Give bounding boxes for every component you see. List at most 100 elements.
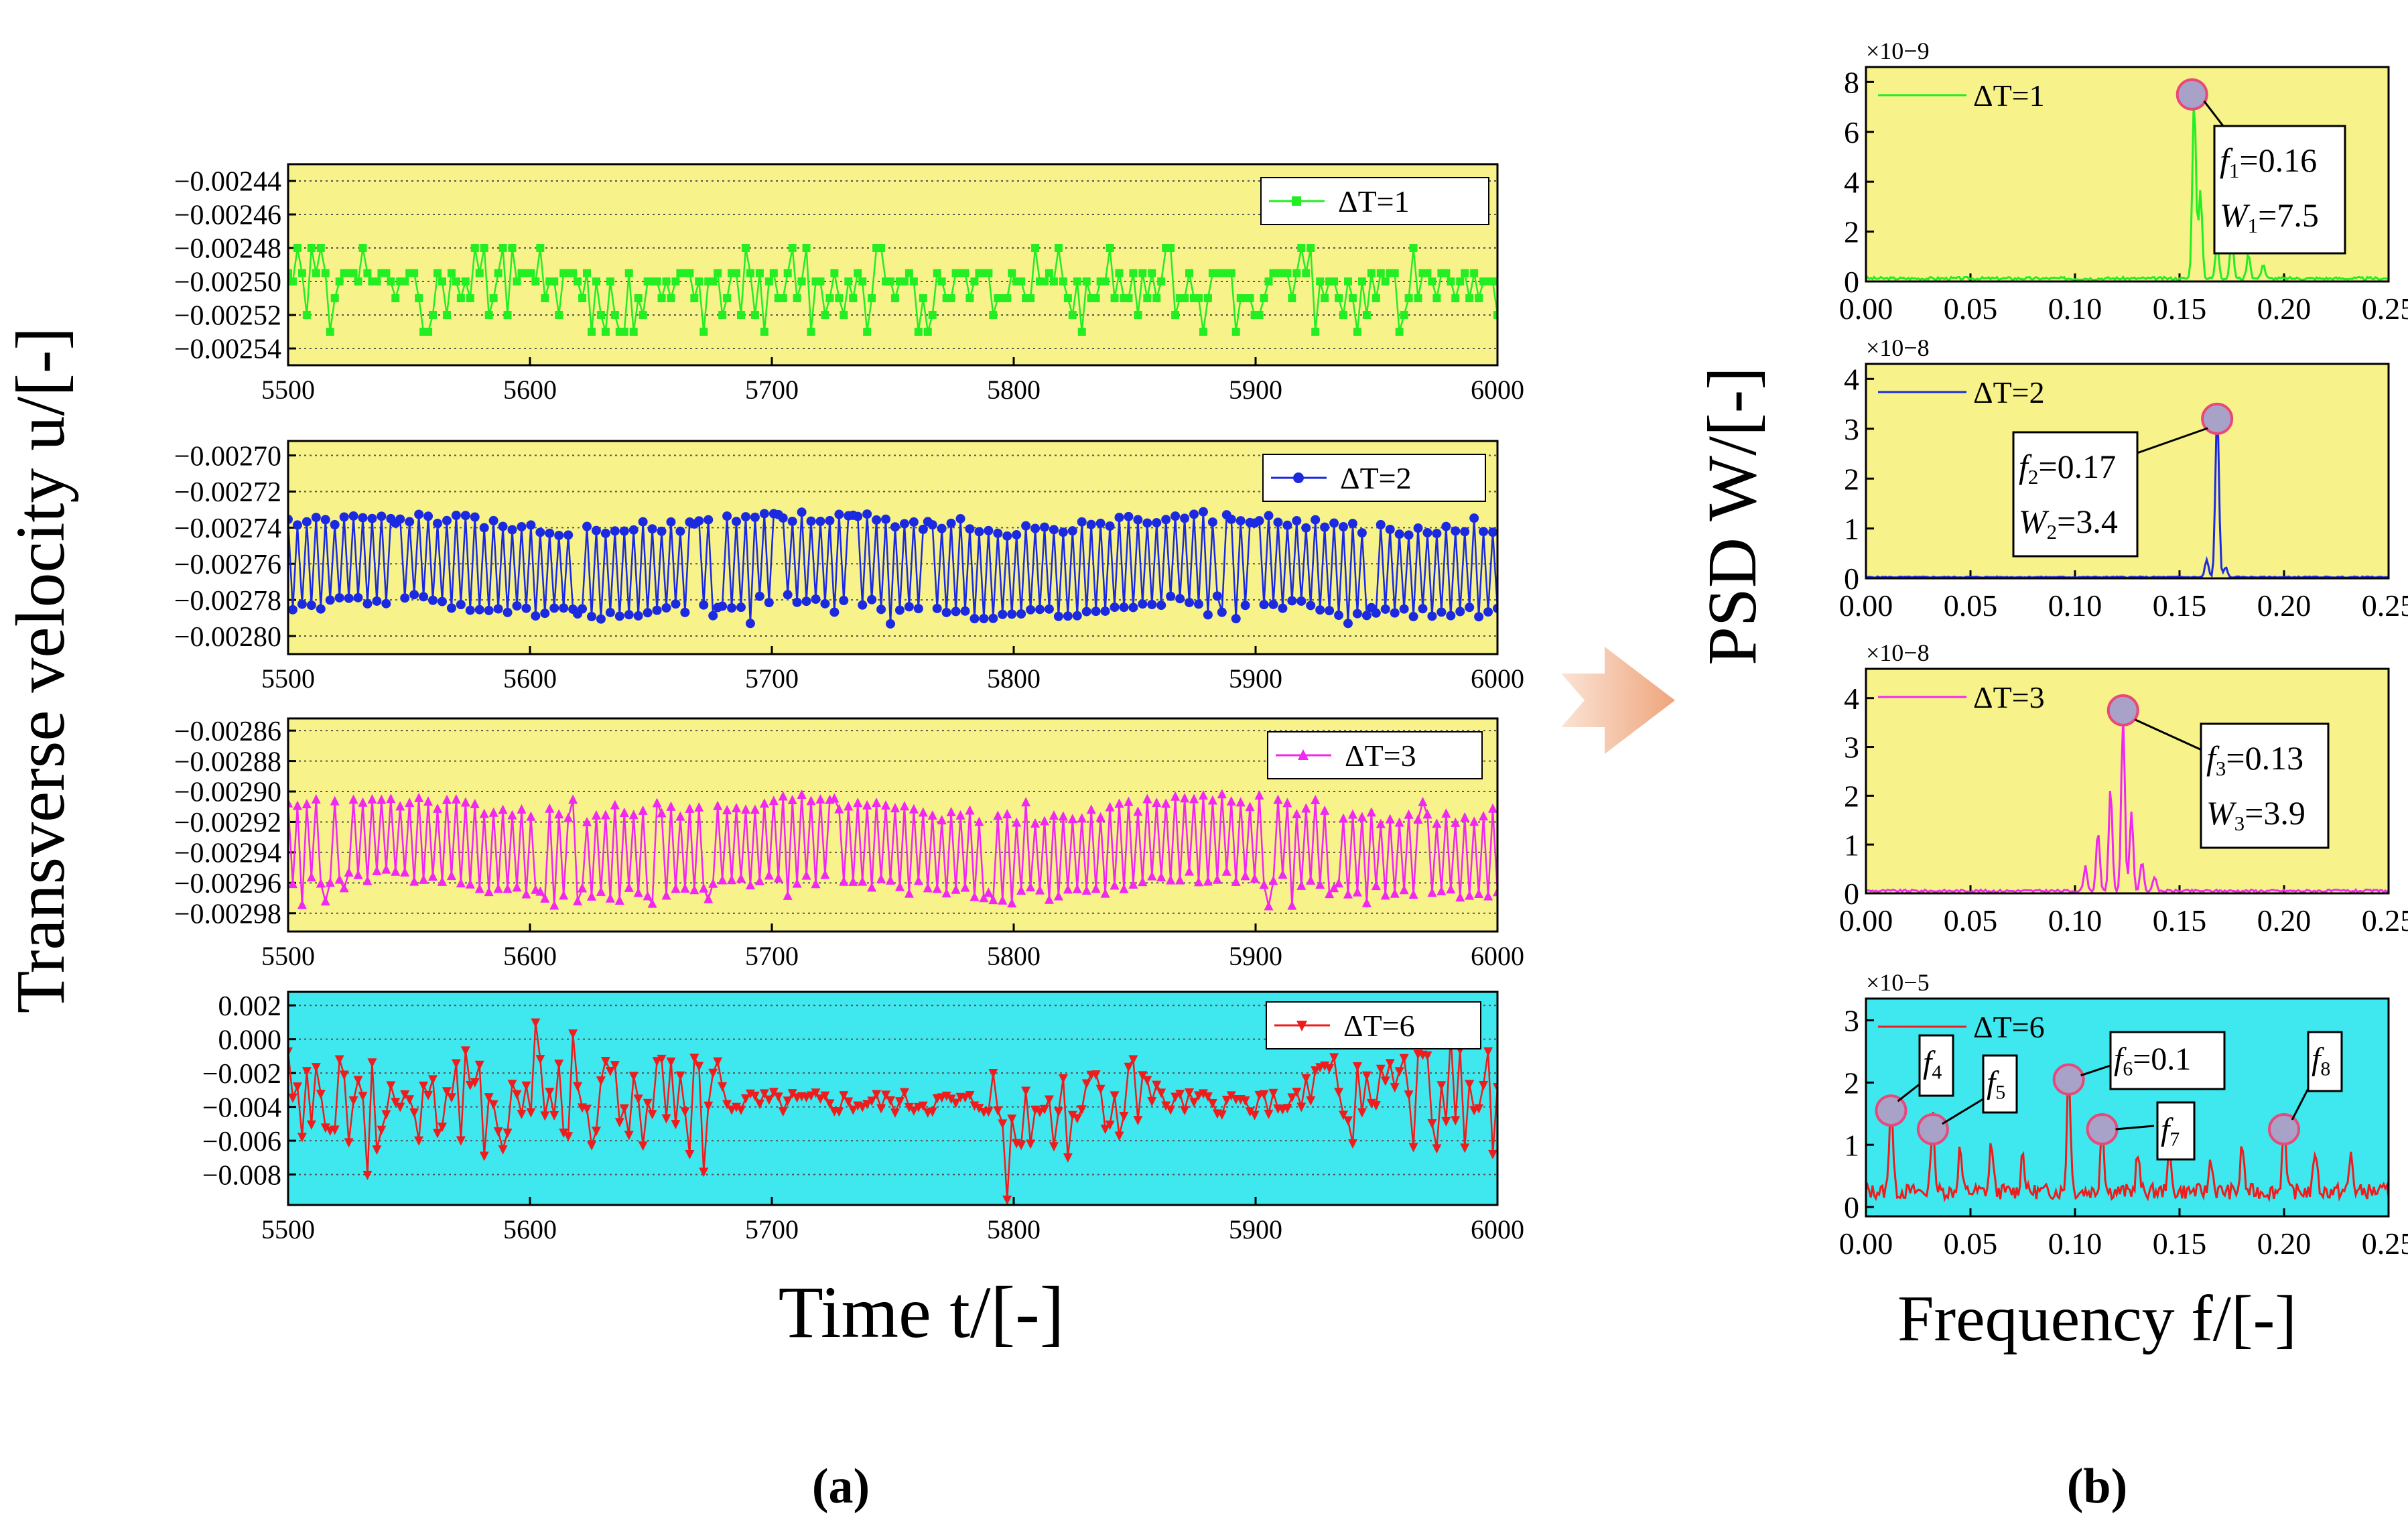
data-point: [1044, 604, 1054, 614]
data-point: [1002, 531, 1012, 541]
data-point: [661, 1114, 671, 1124]
data-point: [829, 607, 840, 617]
data-point: [876, 604, 886, 615]
data-point: [1362, 311, 1371, 319]
data-point: [405, 798, 415, 808]
data-point: [773, 1092, 783, 1102]
data-point: [872, 798, 882, 808]
data-point: [1100, 606, 1110, 616]
data-point: [1231, 876, 1241, 886]
data-point: [1180, 1106, 1190, 1116]
data-point: [302, 799, 312, 809]
data-point: [484, 1093, 494, 1103]
data-point: [1091, 607, 1101, 617]
data-point: [559, 603, 569, 613]
data-point: [1105, 802, 1115, 812]
data-point: [694, 802, 704, 812]
x-tick-label: 5600: [503, 663, 557, 694]
data-point: [316, 244, 325, 252]
data-point: [844, 1097, 854, 1107]
data-point: [652, 798, 662, 808]
data-point: [732, 269, 741, 277]
data-point: [391, 866, 401, 876]
data-point: [750, 804, 760, 814]
data-point: [429, 311, 438, 319]
data-point: [498, 804, 508, 814]
data-point: [1422, 527, 1432, 537]
data-point: [1371, 1101, 1381, 1111]
data-point: [1235, 797, 1246, 807]
data-point: [704, 893, 714, 903]
data-point: [512, 882, 522, 892]
x-tick-label: 5900: [1229, 941, 1282, 971]
data-point: [574, 277, 582, 285]
data-point: [657, 1054, 667, 1064]
data-point: [596, 886, 606, 896]
x-tick-label: 0.05: [1944, 903, 1998, 938]
data-point: [1100, 888, 1110, 898]
data-point: [1483, 607, 1493, 617]
data-point: [811, 879, 821, 889]
data-point: [1479, 1080, 1489, 1090]
y-tick-label: −0.00296: [174, 869, 281, 899]
data-point: [1171, 311, 1180, 319]
data-point: [1199, 328, 1207, 336]
data-point: [1227, 269, 1235, 277]
data-point: [1068, 311, 1077, 319]
data-point: [288, 879, 297, 889]
data-point: [1423, 269, 1432, 277]
series-line: [1866, 1072, 2389, 1203]
data-point: [727, 603, 737, 613]
data-point: [479, 1151, 489, 1161]
data-point: [1436, 885, 1447, 895]
data-point: [601, 328, 610, 336]
x-tick-label: 0.10: [2048, 292, 2102, 326]
data-point: [1221, 1096, 1231, 1106]
y-tick-label: 8: [1844, 65, 1859, 99]
data-point: [1329, 1053, 1339, 1063]
data-point: [1282, 1104, 1292, 1114]
data-point: [1081, 1079, 1091, 1089]
data-point: [320, 515, 330, 525]
data-point: [386, 793, 396, 804]
data-point: [1347, 519, 1357, 529]
data-point: [586, 1141, 596, 1151]
annotation-frequency: f3=0.13: [2206, 739, 2303, 780]
data-point: [498, 521, 508, 531]
data-point: [461, 277, 470, 285]
data-point: [1366, 807, 1376, 817]
data-point: [1361, 611, 1372, 621]
data-point: [965, 524, 975, 534]
data-point: [788, 244, 797, 252]
x-tick-label: 5600: [503, 941, 557, 971]
data-point: [1475, 294, 1483, 302]
data-point: [330, 1125, 340, 1135]
data-point: [848, 876, 858, 886]
data-point: [1307, 244, 1315, 252]
data-point: [381, 1110, 391, 1120]
data-point: [428, 1075, 438, 1085]
data-point: [344, 1138, 354, 1148]
data-point: [867, 882, 877, 892]
series-line: [1866, 716, 2389, 893]
data-point: [582, 1104, 592, 1114]
data-point: [326, 328, 334, 336]
data-point: [470, 512, 480, 522]
data-point: [1390, 608, 1400, 618]
data-point: [395, 514, 405, 524]
data-point: [1180, 513, 1190, 523]
data-point: [587, 328, 596, 336]
data-point: [1352, 1062, 1362, 1072]
data-point: [1413, 523, 1423, 533]
data-point: [1446, 884, 1456, 894]
data-point: [1226, 795, 1236, 806]
data-point: [1343, 277, 1352, 285]
data-point: [872, 515, 882, 525]
data-point: [526, 520, 536, 530]
data-point: [1119, 1111, 1129, 1121]
data-point: [1361, 897, 1372, 907]
data-point: [1138, 269, 1147, 277]
data-point: [1283, 269, 1292, 277]
peak-circle: [1916, 1113, 1949, 1145]
data-point: [890, 522, 900, 532]
